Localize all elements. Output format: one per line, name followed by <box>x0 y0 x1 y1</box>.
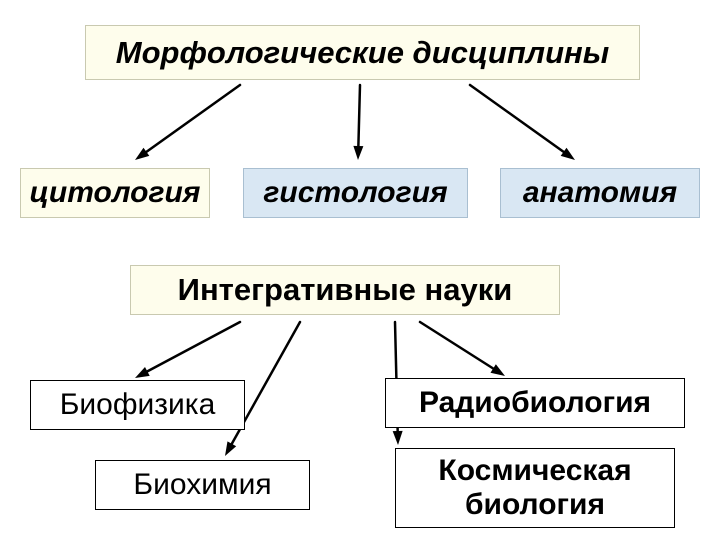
histology-text: гистология <box>263 176 447 211</box>
title-text: Морфологические дисциплины <box>116 35 609 71</box>
diagram-stage: Морфологические дисциплины цитология гис… <box>0 0 720 540</box>
radiobiology-text: Радиобиология <box>419 386 651 421</box>
title-box: Морфологические дисциплины <box>85 25 640 80</box>
integrative-text: Интегративные науки <box>178 272 513 308</box>
biophysics-text: Биофизика <box>60 388 216 423</box>
biophysics-box: Биофизика <box>30 380 245 430</box>
biochemistry-box: Биохимия <box>95 460 310 510</box>
cytology-box: цитология <box>20 168 210 218</box>
integrative-box: Интегративные науки <box>130 265 560 315</box>
radiobiology-box: Радиобиология <box>385 378 685 428</box>
biochemistry-text: Биохимия <box>133 468 271 503</box>
spacebio-text: Космическая биология <box>406 454 664 523</box>
anatomy-text: анатомия <box>523 176 677 211</box>
spacebio-box: Космическая биология <box>395 448 675 528</box>
cytology-text: цитология <box>30 176 201 211</box>
anatomy-box: анатомия <box>500 168 700 218</box>
histology-box: гистология <box>243 168 468 218</box>
